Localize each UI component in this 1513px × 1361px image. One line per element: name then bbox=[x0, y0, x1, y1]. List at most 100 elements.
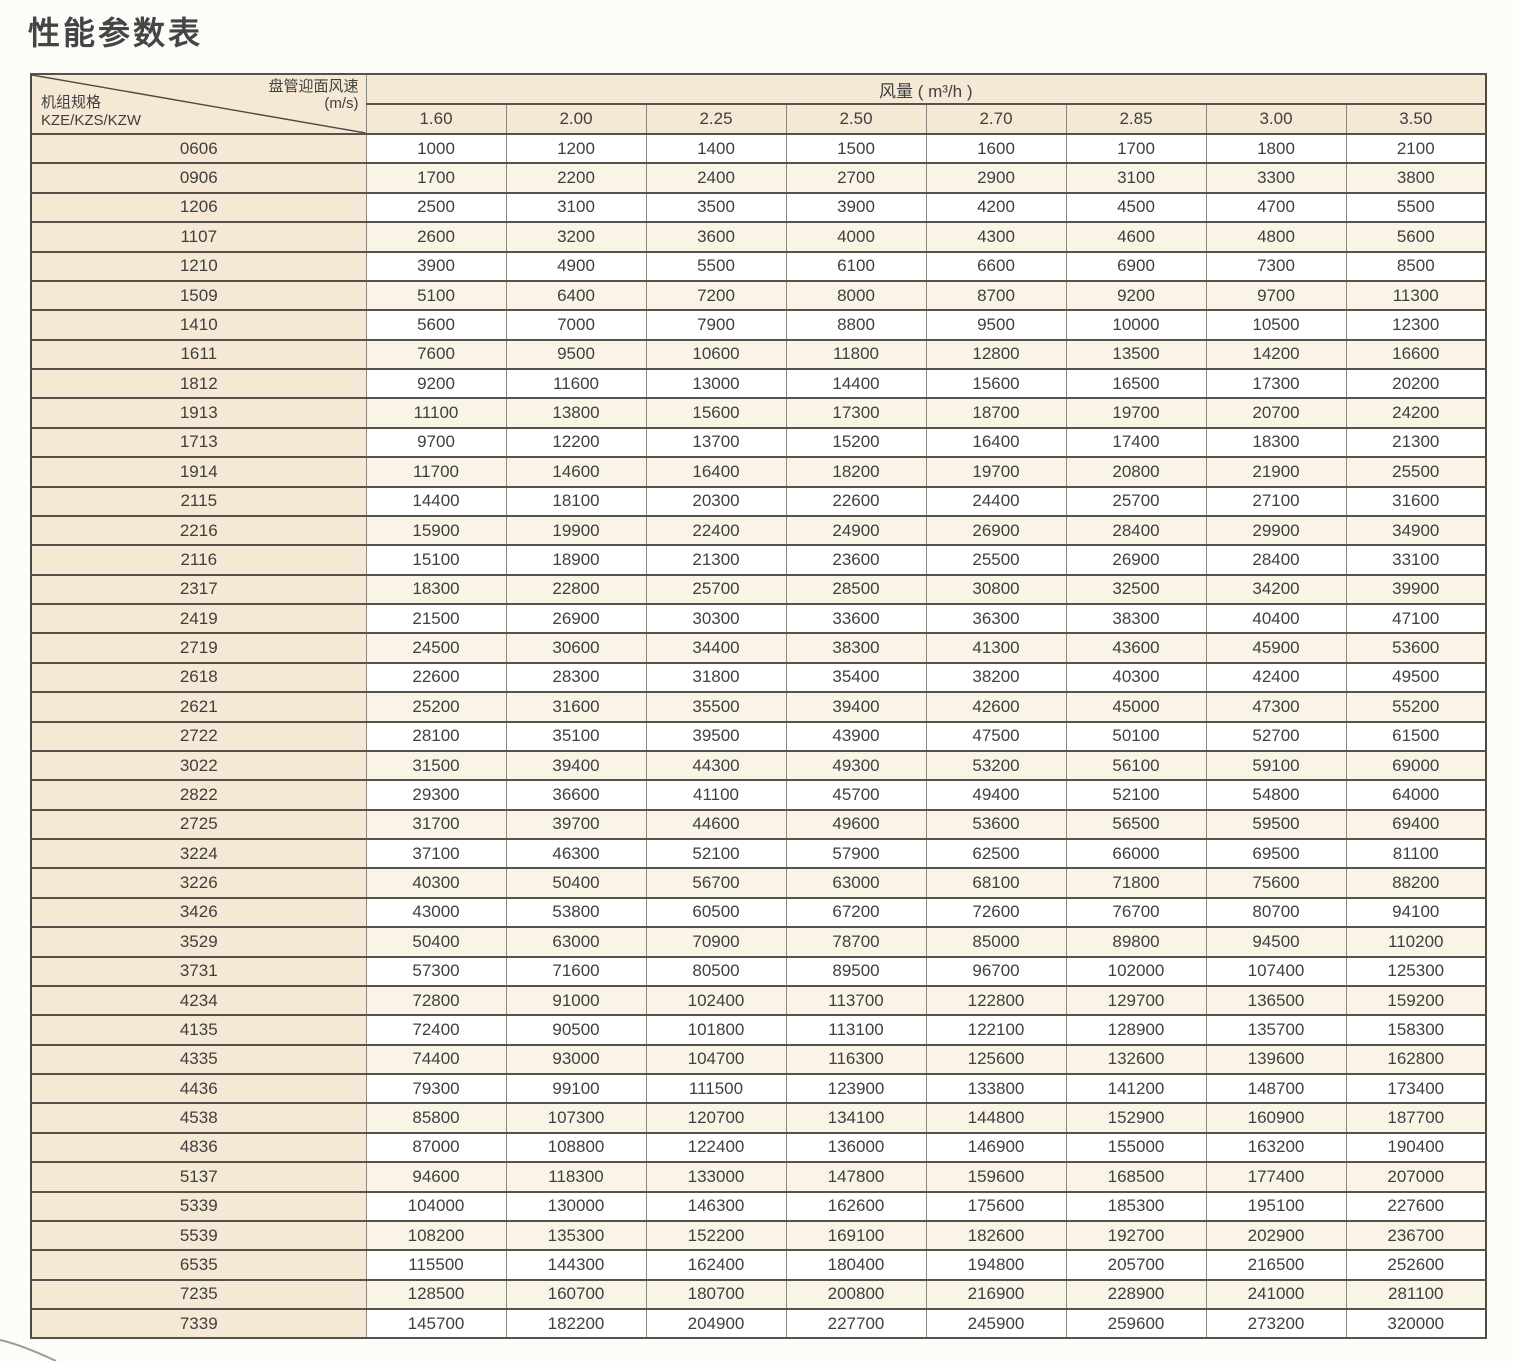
airflow-value-cell: 3100 bbox=[1065, 162, 1207, 194]
airflow-value-cell: 116300 bbox=[785, 1043, 927, 1076]
airflow-value-cell: 47100 bbox=[1345, 602, 1487, 635]
velocity-header-cell: 3.00 bbox=[1205, 103, 1347, 135]
airflow-value-cell: 182200 bbox=[505, 1307, 647, 1340]
airflow-value-cell: 5600 bbox=[1345, 221, 1487, 253]
airflow-value-cell: 50100 bbox=[1065, 720, 1207, 752]
airflow-value-cell: 52100 bbox=[645, 837, 787, 870]
airflow-value-cell: 136500 bbox=[1205, 984, 1347, 1017]
airflow-value-cell: 168500 bbox=[1065, 1161, 1207, 1193]
airflow-value-cell: 1000 bbox=[365, 132, 507, 165]
model-cell: 2822 bbox=[30, 779, 367, 811]
airflow-value-cell: 15600 bbox=[645, 397, 787, 429]
airflow-value-cell: 40300 bbox=[1065, 661, 1207, 694]
model-cell: 2618 bbox=[30, 661, 367, 694]
airflow-value-cell: 146900 bbox=[925, 1131, 1067, 1164]
airflow-value-cell: 70900 bbox=[645, 926, 787, 958]
airflow-value-cell: 44300 bbox=[645, 749, 787, 782]
airflow-value-cell: 22600 bbox=[785, 485, 927, 517]
airflow-value-cell: 94100 bbox=[1345, 896, 1487, 929]
airflow-value-cell: 236700 bbox=[1345, 1219, 1487, 1252]
airflow-value-cell: 38200 bbox=[925, 661, 1067, 694]
airflow-value-cell: 13800 bbox=[505, 397, 647, 429]
airflow-value-cell: 29300 bbox=[365, 779, 507, 811]
airflow-value-cell: 13000 bbox=[645, 367, 787, 400]
airflow-value-cell: 38300 bbox=[785, 632, 927, 664]
airflow-value-cell: 195100 bbox=[1205, 1190, 1347, 1222]
airflow-value-cell: 129700 bbox=[1065, 984, 1207, 1017]
airflow-value-cell: 43900 bbox=[785, 720, 927, 752]
table-row: 4135 72400 90500 101800 113100 122100 128900 13… bbox=[30, 1014, 1487, 1046]
performance-table: 盘管迎面风速 (m/s) 机组规格 KZE/KZS/KZW 风量 ( m³/h … bbox=[30, 73, 1487, 1340]
airflow-value-cell: 227700 bbox=[785, 1307, 927, 1340]
airflow-value-cell: 9500 bbox=[925, 309, 1067, 341]
airflow-value-cell: 72400 bbox=[365, 1014, 507, 1046]
table-row: 4234 72800 91000 102400 113700 122800 129700 13… bbox=[30, 984, 1487, 1017]
table-row: 6535 115500 144300 162400 180400 194800 205700… bbox=[30, 1249, 1487, 1281]
airflow-value-cell: 43000 bbox=[365, 896, 507, 929]
table-row: 3022 31500 39400 44300 49300 53200 56100 59100 6… bbox=[30, 749, 1487, 782]
airflow-value-cell: 113100 bbox=[785, 1014, 927, 1046]
model-cell: 2116 bbox=[30, 544, 367, 576]
airflow-value-cell: 55200 bbox=[1345, 691, 1487, 723]
airflow-value-cell: 23600 bbox=[785, 544, 927, 576]
airflow-value-cell: 169100 bbox=[785, 1219, 927, 1252]
table-row: 1509 5100 6400 7200 8000 8700 9200 9700 11300 bbox=[30, 279, 1487, 312]
airflow-value-cell: 72800 bbox=[365, 984, 507, 1017]
airflow-value-cell: 187700 bbox=[1345, 1102, 1487, 1134]
airflow-value-cell: 130000 bbox=[505, 1190, 647, 1222]
table-row: 2618 22600 28300 31800 35400 38200 40300 42400 4… bbox=[30, 661, 1487, 694]
airflow-value-cell: 22800 bbox=[505, 573, 647, 606]
model-cell: 0606 bbox=[30, 132, 367, 165]
page-title: 性能参数表 bbox=[28, 15, 204, 51]
airflow-value-cell: 202900 bbox=[1205, 1219, 1347, 1252]
airflow-value-cell: 4900 bbox=[505, 250, 647, 282]
airflow-value-cell: 29900 bbox=[1205, 514, 1347, 547]
airflow-value-cell: 12800 bbox=[925, 338, 1067, 371]
airflow-value-cell: 80500 bbox=[645, 955, 787, 987]
airflow-value-cell: 148700 bbox=[1205, 1072, 1347, 1105]
airflow-value-cell: 132600 bbox=[1065, 1043, 1207, 1076]
table-row: 7235 128500 160700 180700 200800 216900 228900… bbox=[30, 1278, 1487, 1311]
airflow-value-cell: 34400 bbox=[645, 632, 787, 664]
model-cell: 3226 bbox=[30, 867, 367, 899]
velocity-unit-label: (m/s) bbox=[324, 95, 359, 113]
airflow-value-cell: 21900 bbox=[1205, 456, 1347, 488]
airflow-value-cell: 24400 bbox=[925, 485, 1067, 517]
airflow-value-cell: 1200 bbox=[505, 132, 647, 165]
airflow-value-cell: 47300 bbox=[1205, 691, 1347, 723]
model-cell: 4135 bbox=[30, 1014, 367, 1046]
airflow-value-cell: 2100 bbox=[1345, 132, 1487, 165]
airflow-value-cell: 2500 bbox=[365, 191, 507, 224]
model-cell: 1611 bbox=[30, 338, 367, 371]
airflow-value-cell: 5500 bbox=[645, 250, 787, 282]
airflow-value-cell: 39400 bbox=[785, 691, 927, 723]
table-row: 7339 145700 182200 204900 227700 245900 259600… bbox=[30, 1307, 1487, 1340]
model-cell: 7339 bbox=[30, 1307, 367, 1340]
airflow-value-cell: 63000 bbox=[505, 926, 647, 958]
model-cell: 7235 bbox=[30, 1278, 367, 1311]
airflow-value-cell: 104700 bbox=[645, 1043, 787, 1076]
airflow-value-cell: 128900 bbox=[1065, 1014, 1207, 1046]
airflow-value-cell: 11800 bbox=[785, 338, 927, 371]
airflow-value-cell: 102400 bbox=[645, 984, 787, 1017]
airflow-value-cell: 10600 bbox=[645, 338, 787, 371]
airflow-value-cell: 69500 bbox=[1205, 837, 1347, 870]
airflow-value-cell: 49600 bbox=[785, 808, 927, 841]
table-row: 2116 15100 18900 21300 23600 25500 26900 28400 3… bbox=[30, 544, 1487, 576]
airflow-value-cell: 194800 bbox=[925, 1249, 1067, 1281]
airflow-value-cell: 145700 bbox=[365, 1307, 507, 1340]
airflow-value-cell: 122100 bbox=[925, 1014, 1067, 1046]
airflow-value-cell: 93000 bbox=[505, 1043, 647, 1076]
airflow-value-cell: 24900 bbox=[785, 514, 927, 547]
airflow-value-cell: 49400 bbox=[925, 779, 1067, 811]
velocity-header-cell: 2.50 bbox=[785, 103, 927, 135]
velocity-header-cell: 2.85 bbox=[1065, 103, 1207, 135]
table-row: 1812 9200 11600 13000 14400 15600 16500 17300 20… bbox=[30, 367, 1487, 400]
airflow-value-cell: 30600 bbox=[505, 632, 647, 664]
airflow-value-cell: 9700 bbox=[365, 426, 507, 459]
airflow-value-cell: 4300 bbox=[925, 221, 1067, 253]
airflow-value-cell: 45900 bbox=[1205, 632, 1347, 664]
airflow-value-cell: 227600 bbox=[1345, 1190, 1487, 1222]
airflow-value-cell: 54800 bbox=[1205, 779, 1347, 811]
airflow-value-cell: 123900 bbox=[785, 1072, 927, 1105]
